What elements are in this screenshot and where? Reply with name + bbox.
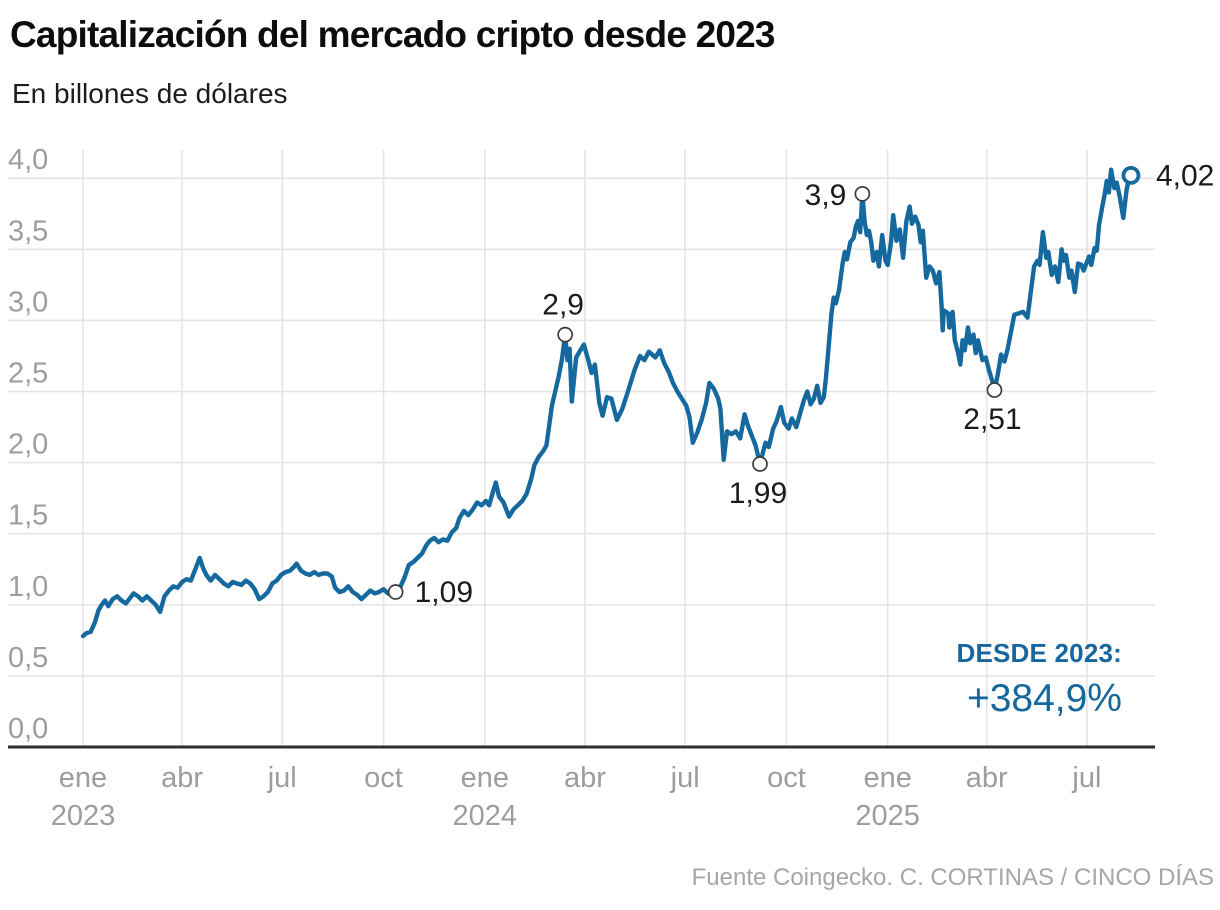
annotation-label: 1,09	[415, 576, 473, 609]
x-axis-month-label: jul	[267, 762, 297, 794]
annotation-label: 4,02	[1156, 159, 1214, 192]
x-axis-year-label: 2023	[51, 800, 116, 832]
highlight-label: DESDE 2023:	[956, 638, 1122, 668]
y-axis-tick-label: 2,0	[8, 429, 48, 461]
x-axis-month-label: abr	[564, 762, 606, 794]
series-line	[80, 167, 1134, 639]
annotation-marker	[557, 326, 574, 343]
x-axis-month-label: jul	[1071, 762, 1101, 794]
x-axis-month-label: oct	[364, 762, 403, 794]
y-axis-tick-label: 0,0	[8, 713, 48, 745]
end-point-ring	[1121, 165, 1141, 185]
x-axis-month-label: oct	[767, 762, 806, 794]
y-axis-tick-label: 2,5	[8, 358, 48, 390]
x-axis-month-label: abr	[161, 762, 203, 794]
x-axis-month-label: abr	[966, 762, 1008, 794]
annotation-marker	[752, 456, 768, 472]
source-credit: Fuente Coingecko. C. CORTINAS / CINCO DÍ…	[691, 864, 1214, 891]
y-axis-tick-label: 1,0	[8, 571, 48, 603]
chart-subtitle: En billones de dólares	[12, 78, 288, 109]
y-axis-tick-label: 0,5	[8, 642, 48, 674]
x-axis-year-label: 2025	[855, 800, 920, 832]
annotation-label: 2,51	[963, 403, 1021, 436]
annotation-label: 2,9	[542, 289, 584, 322]
x-axis-month-label: jul	[670, 762, 700, 794]
x-axis-month-label: ene	[461, 762, 509, 794]
x-axis-month-label: ene	[59, 762, 107, 794]
x-axis-month-label: ene	[863, 762, 911, 794]
chart-title: Capitalización del mercado cripto desde …	[10, 14, 776, 55]
y-axis-tick-label: 4,0	[8, 144, 48, 176]
annotation-label: 1,99	[729, 477, 787, 510]
x-axis-year-label: 2024	[453, 800, 518, 832]
y-axis-tick-label: 3,0	[8, 286, 48, 318]
highlight-value: +384,9%	[966, 677, 1122, 720]
annotation-label: 3,9	[805, 179, 847, 212]
y-axis-tick-label: 1,5	[8, 500, 48, 532]
y-axis-tick-label: 3,5	[8, 215, 48, 247]
highlight-block: DESDE 2023: +384,9%	[957, 638, 1123, 721]
annotation-marker	[986, 382, 1003, 398]
annotation-marker	[854, 185, 871, 202]
annotation-marker	[387, 584, 404, 600]
